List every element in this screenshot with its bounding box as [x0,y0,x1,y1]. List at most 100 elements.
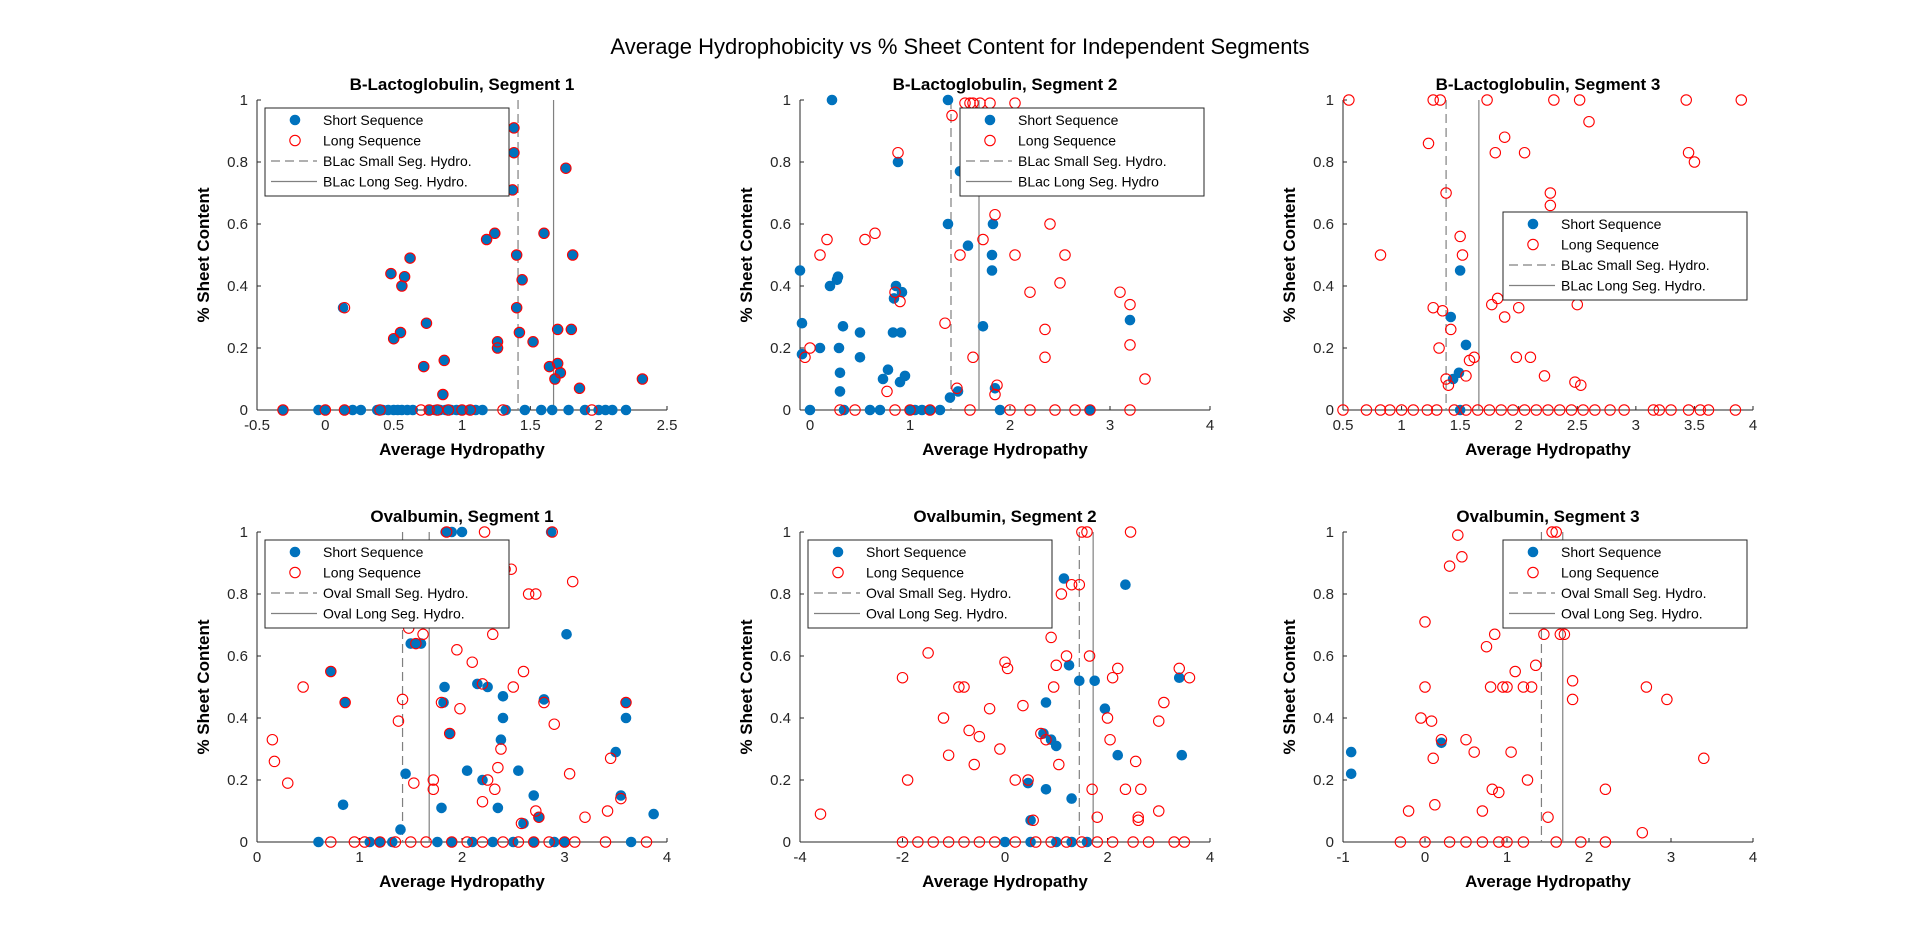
legend-long-marker-icon [984,134,996,147]
short-sequence-point [804,404,816,416]
long-sequence-point [1575,379,1587,391]
x-tick-label: -4 [793,849,806,866]
long-sequence-point [1698,752,1710,765]
long-sequence-point [266,733,279,746]
long-sequence-point [563,768,576,780]
short-sequence-point [899,370,911,382]
long-sequence-point [1091,811,1104,823]
long-sequence-point [1084,404,1096,416]
figure-title: Average Hydrophobicity vs % Sheet Conten… [610,34,1310,59]
long-sequence-point [1124,339,1136,351]
long-sequence-point [834,404,846,416]
long-sequence-point [1394,836,1407,848]
long-sequence-point [389,836,402,848]
long-sequence-point [1129,755,1142,768]
long-sequence-point [1488,628,1501,641]
long-sequence-point [1124,526,1137,538]
long-sequence-point [1550,836,1562,848]
long-sequence-point [527,336,539,348]
long-sequence-point [1086,783,1098,796]
y-axis-label: % Sheet Content [1280,619,1299,754]
x-tick-label: 4 [1749,417,1757,434]
long-sequence-point [1091,836,1104,848]
short-sequence-point [834,367,846,379]
long-sequence-point [527,836,540,848]
long-sequence-point [1073,578,1086,591]
short-sequence-point [519,404,531,416]
short-sequence-point [495,734,507,746]
short-sequence-point [962,240,974,251]
short-sequence-point [492,802,504,814]
long-sequence-point [440,526,453,538]
long-sequence-point [427,774,440,786]
long-sequence-point [942,749,955,761]
long-sequence-point [1442,379,1455,391]
long-sequence-point [1544,199,1557,212]
x-axis-label: Average Hydropathy [379,440,545,459]
y-axis-label: % Sheet Content [737,187,756,322]
y-axis-label: % Sheet Content [737,619,756,754]
long-sequence-point [481,774,494,786]
short-sequence-point [477,404,488,416]
y-axis-label: % Sheet Content [1280,187,1299,322]
long-sequence-point [1456,249,1469,261]
long-sequence-point [1153,805,1165,817]
long-sequence-point [1124,298,1136,311]
long-sequence-point [480,233,493,246]
long-sequence-point [486,628,499,641]
long-sequence-point [1569,376,1581,388]
long-sequence-point [497,404,509,416]
long-sequence-point [338,404,351,416]
long-sequence-point [1127,836,1139,848]
short-sequence-point [1436,737,1447,749]
long-sequence-point [1546,526,1558,538]
long-sequence-point [1484,681,1497,693]
short-sequence-point [942,94,954,106]
long-sequence-point [881,385,893,398]
long-sequence-point [1427,752,1439,765]
subplot-title: Ovalbumin, Segment 2 [913,507,1096,526]
long-sequence-point [922,647,934,659]
long-sequence-point [489,783,501,796]
short-sequence-point [1345,768,1357,780]
legend: Short Sequence Long Sequence Oval Small Se… [807,539,1053,629]
long-sequence-point [991,379,1003,391]
legend-entry-label: BLac Small Seg. Hydro. [1018,153,1167,169]
y-tick-label: 0 [1326,402,1334,419]
long-sequence-point [1004,404,1016,416]
legend-entry-label: Long Sequence [866,565,964,581]
long-sequence-point [495,743,507,755]
long-sequence-point [1653,404,1666,416]
long-sequence-point [989,388,1001,401]
long-sequence-point [904,404,916,416]
short-sequence-point [826,94,838,106]
long-sequence-point [325,836,337,848]
subplot-title: B-Lactoglobulin, Segment 3 [1436,75,1661,94]
long-sequence-point [1059,249,1071,261]
short-sequence-point [607,404,618,416]
long-sequence-point [869,227,881,240]
x-tick-label: 0.5 [383,417,404,434]
long-sequence-point [551,323,564,336]
x-axis-label: Average Hydropathy [1465,440,1631,459]
legend: Short Sequence Long Sequence Oval Small Se… [264,539,510,629]
short-sequence-point [1074,675,1085,687]
long-sequence-point [1343,94,1355,106]
long-sequence-point [268,755,281,768]
long-sequence-point [1060,650,1073,662]
long-sequence-point [1530,404,1543,416]
x-tick-label: 1 [458,417,466,434]
short-sequence-point [977,321,989,332]
long-sequence-point [515,817,528,830]
long-sequence-point [1076,836,1088,848]
x-tick-label: 1 [1503,849,1511,866]
legend-entry-label: Long Sequence [1018,133,1116,149]
long-sequence-point [442,404,455,416]
x-tick-label: 0.5 [1333,417,1354,434]
legend-entry-label: Oval Long Seg. Hydro. [323,606,465,622]
short-sequence-point [942,218,954,230]
subplot-6: Ovalbumin, Segment 3-1 0 1 2 3 400.20.40.60.8… [1280,507,1757,891]
long-sequence-point [1688,156,1701,168]
long-sequence-point [1027,814,1039,827]
subplot-title: Ovalbumin, Segment 1 [370,507,553,526]
